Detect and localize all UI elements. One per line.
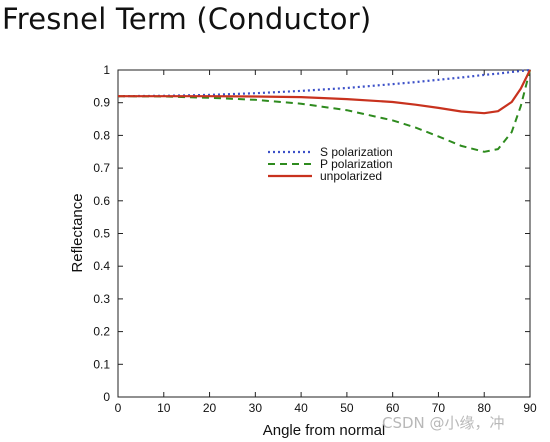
x-tick-label: 50 (340, 401, 354, 415)
x-tick-label: 80 (478, 401, 492, 415)
series-line-dashed (117, 69, 531, 153)
x-tick-label: 10 (157, 401, 171, 415)
x-tick-label: 40 (294, 401, 308, 415)
x-tick-label: 60 (386, 401, 400, 415)
x-tick-label: 30 (249, 401, 263, 415)
y-tick-label: 0 (103, 390, 110, 404)
y-tick-label: 0.7 (93, 161, 110, 175)
x-ticks: 0 10 20 30 40 50 60 70 80 90 (115, 70, 537, 415)
plot-frame (117, 69, 531, 398)
y-axis-label: Reflectance (69, 193, 86, 272)
x-tick-label: 70 (432, 401, 446, 415)
series-lines (117, 68, 531, 153)
y-tick-label: 0.3 (93, 292, 110, 306)
legend-label: unpolarized (320, 169, 382, 183)
y-tick-label: 0.6 (93, 194, 110, 208)
page-title: Fresnel Term (Conductor) (2, 2, 372, 36)
x-tick-label: 0 (115, 401, 122, 415)
x-tick-label: 20 (203, 401, 217, 415)
legend-label: S polarization (320, 145, 393, 159)
series-line-solid (118, 69, 531, 115)
y-tick-label: 0.2 (93, 325, 110, 339)
y-tick-label: 0.4 (93, 259, 110, 273)
y-tick-label: 0.1 (93, 357, 110, 371)
x-tick-label: 90 (523, 401, 537, 415)
legend-label: P polarization (320, 157, 393, 171)
x-axis-label: Angle from normal (263, 422, 386, 439)
series-line-dotted (117, 68, 531, 98)
y-tick-label: 0.8 (93, 128, 110, 142)
y-ticks: 0 0.1 0.2 0.3 0.4 0.5 0.6 0.7 0.8 0.9 1 (93, 63, 530, 404)
y-tick-label: 1 (103, 63, 110, 77)
watermark: CSDN @小缘，冲 (382, 414, 505, 432)
y-tick-label: 0.9 (93, 96, 110, 110)
y-tick-label: 0.5 (93, 227, 110, 241)
